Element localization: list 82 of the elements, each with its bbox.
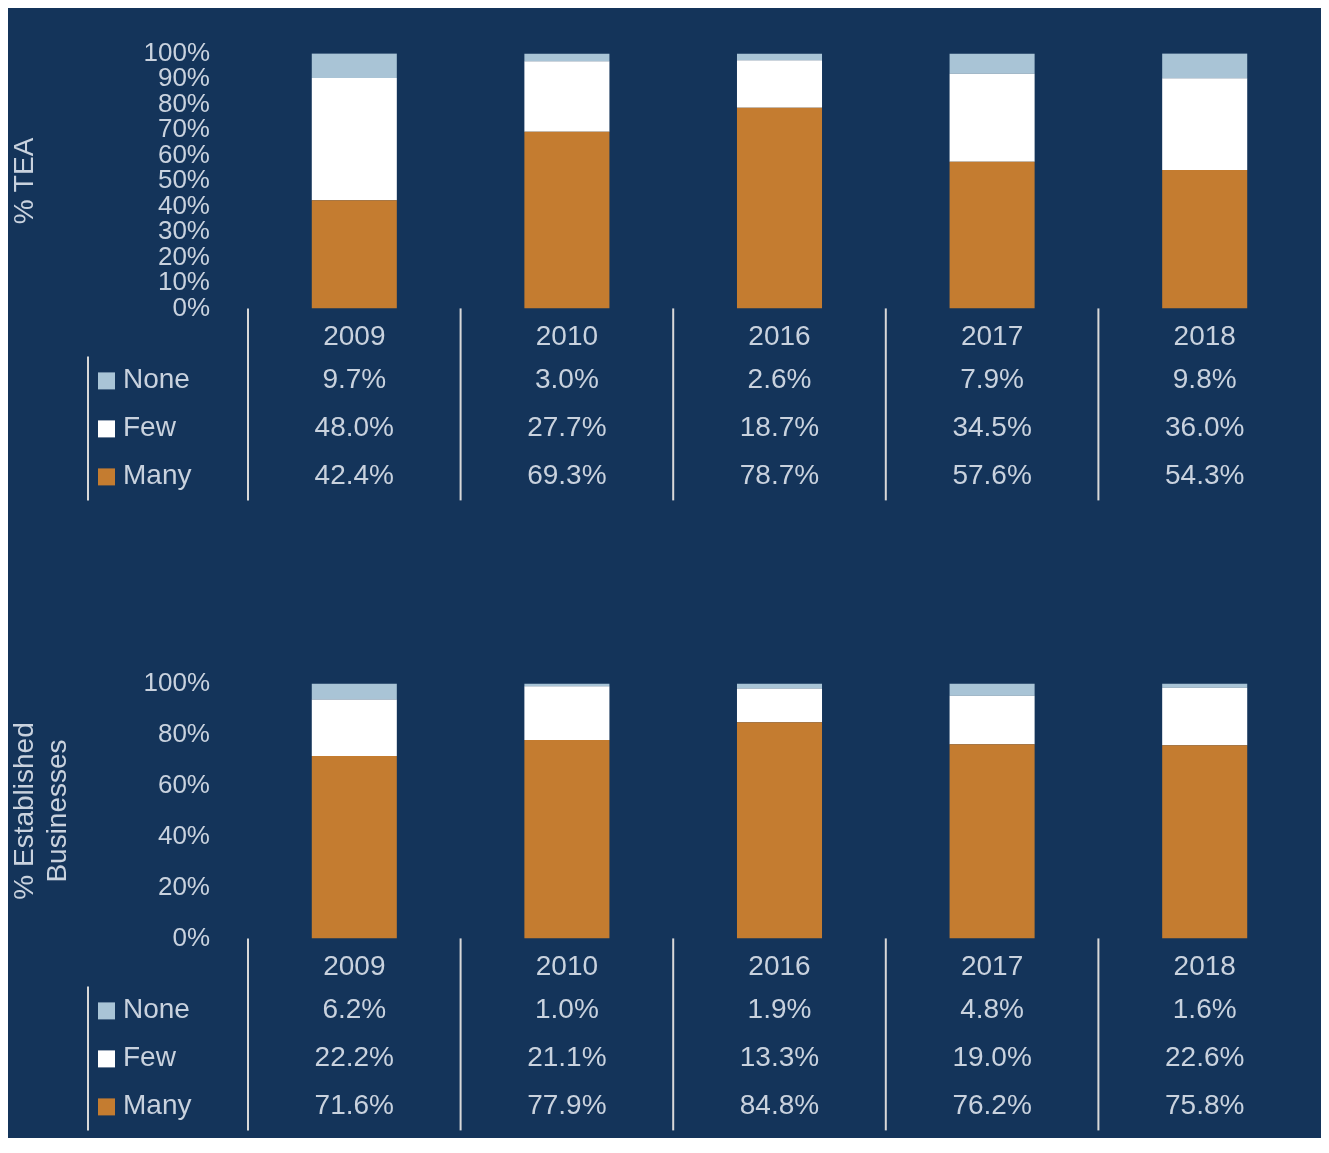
bar xyxy=(736,688,823,723)
y-axis-title: % TEA xyxy=(7,137,39,225)
bar xyxy=(524,53,610,62)
data-label: 6.2% xyxy=(322,993,387,1025)
data-label: 57.6% xyxy=(952,459,1032,491)
data-label: 69.3% xyxy=(527,459,607,491)
x-tick-label: 2009 xyxy=(323,949,386,981)
bar xyxy=(311,699,397,756)
bar xyxy=(1162,683,1248,688)
legend-label: Many xyxy=(123,459,192,491)
y-tick-label: 40% xyxy=(157,819,210,850)
legend-label: None xyxy=(123,363,190,395)
bar xyxy=(311,683,397,700)
bar xyxy=(311,78,397,201)
x-tick-label: 2016 xyxy=(748,319,811,351)
data-label: 13.3% xyxy=(739,1041,820,1073)
data-label: 71.6% xyxy=(314,1089,394,1121)
bar xyxy=(1162,745,1248,939)
bar xyxy=(311,200,397,309)
data-label: 48.0% xyxy=(314,411,394,443)
data-label: 1.0% xyxy=(534,993,599,1025)
y-tick-label: 100% xyxy=(143,666,210,697)
y-axis-title: % Established Businesses xyxy=(7,722,73,900)
data-label: 9.8% xyxy=(1172,363,1237,395)
data-label: 27.7% xyxy=(527,411,607,443)
bar xyxy=(1162,78,1248,171)
bar xyxy=(949,683,1035,696)
data-label: 4.8% xyxy=(960,993,1025,1025)
bar xyxy=(949,73,1035,162)
y-tick-label: 80% xyxy=(157,717,210,748)
x-tick-label: 2018 xyxy=(1173,319,1236,351)
data-label: 21.1% xyxy=(527,1041,607,1073)
bar xyxy=(1162,53,1248,79)
legend-label: Many xyxy=(123,1089,192,1121)
data-label: 77.9% xyxy=(527,1089,607,1121)
y-tick-label: 0% xyxy=(172,921,210,952)
data-label: 36.0% xyxy=(1165,411,1245,443)
bar xyxy=(949,695,1035,745)
data-label: 1.9% xyxy=(747,993,812,1025)
legend-label: Few xyxy=(123,1041,177,1073)
data-label: 84.8% xyxy=(739,1089,820,1121)
data-label: 19.0% xyxy=(952,1041,1032,1073)
x-tick-label: 2009 xyxy=(323,319,386,351)
x-tick-label: 2016 xyxy=(748,949,811,981)
bar xyxy=(524,686,610,740)
bar xyxy=(524,61,610,132)
data-label: 34.5% xyxy=(952,411,1032,443)
data-label: 54.3% xyxy=(1165,459,1245,491)
bar xyxy=(949,161,1035,309)
bar xyxy=(736,722,823,939)
x-tick-label: 2017 xyxy=(960,949,1024,981)
bar xyxy=(949,53,1035,74)
data-label: 7.9% xyxy=(960,363,1025,395)
data-label: 22.6% xyxy=(1165,1041,1245,1073)
data-label: 78.7% xyxy=(739,459,820,491)
data-label: 3.0% xyxy=(534,363,599,395)
bar xyxy=(1162,687,1248,746)
x-tick-label: 2018 xyxy=(1173,949,1236,981)
data-label: 1.6% xyxy=(1172,993,1237,1025)
x-tick-label: 2010 xyxy=(535,949,599,981)
data-label: 22.2% xyxy=(314,1041,394,1073)
bar xyxy=(311,53,397,79)
x-tick-label: 2010 xyxy=(535,319,599,351)
bar xyxy=(524,739,610,939)
data-label: 18.7% xyxy=(739,411,820,443)
y-tick-label: 60% xyxy=(157,768,210,799)
x-tick-label: 2017 xyxy=(960,319,1024,351)
bar xyxy=(311,755,397,939)
bar xyxy=(736,60,823,108)
bar xyxy=(736,107,823,309)
data-label: 9.7% xyxy=(322,363,387,395)
data-label: 2.6% xyxy=(747,363,812,395)
legend-label: None xyxy=(123,993,190,1025)
y-tick-label: 20% xyxy=(157,870,210,901)
data-label: 75.8% xyxy=(1165,1089,1245,1121)
data-label: 42.4% xyxy=(314,459,394,491)
bar xyxy=(736,53,823,61)
data-label: 76.2% xyxy=(952,1089,1032,1121)
legend-label: Few xyxy=(123,411,177,443)
bar xyxy=(524,131,610,309)
bar xyxy=(1162,170,1248,309)
bar xyxy=(949,744,1035,939)
